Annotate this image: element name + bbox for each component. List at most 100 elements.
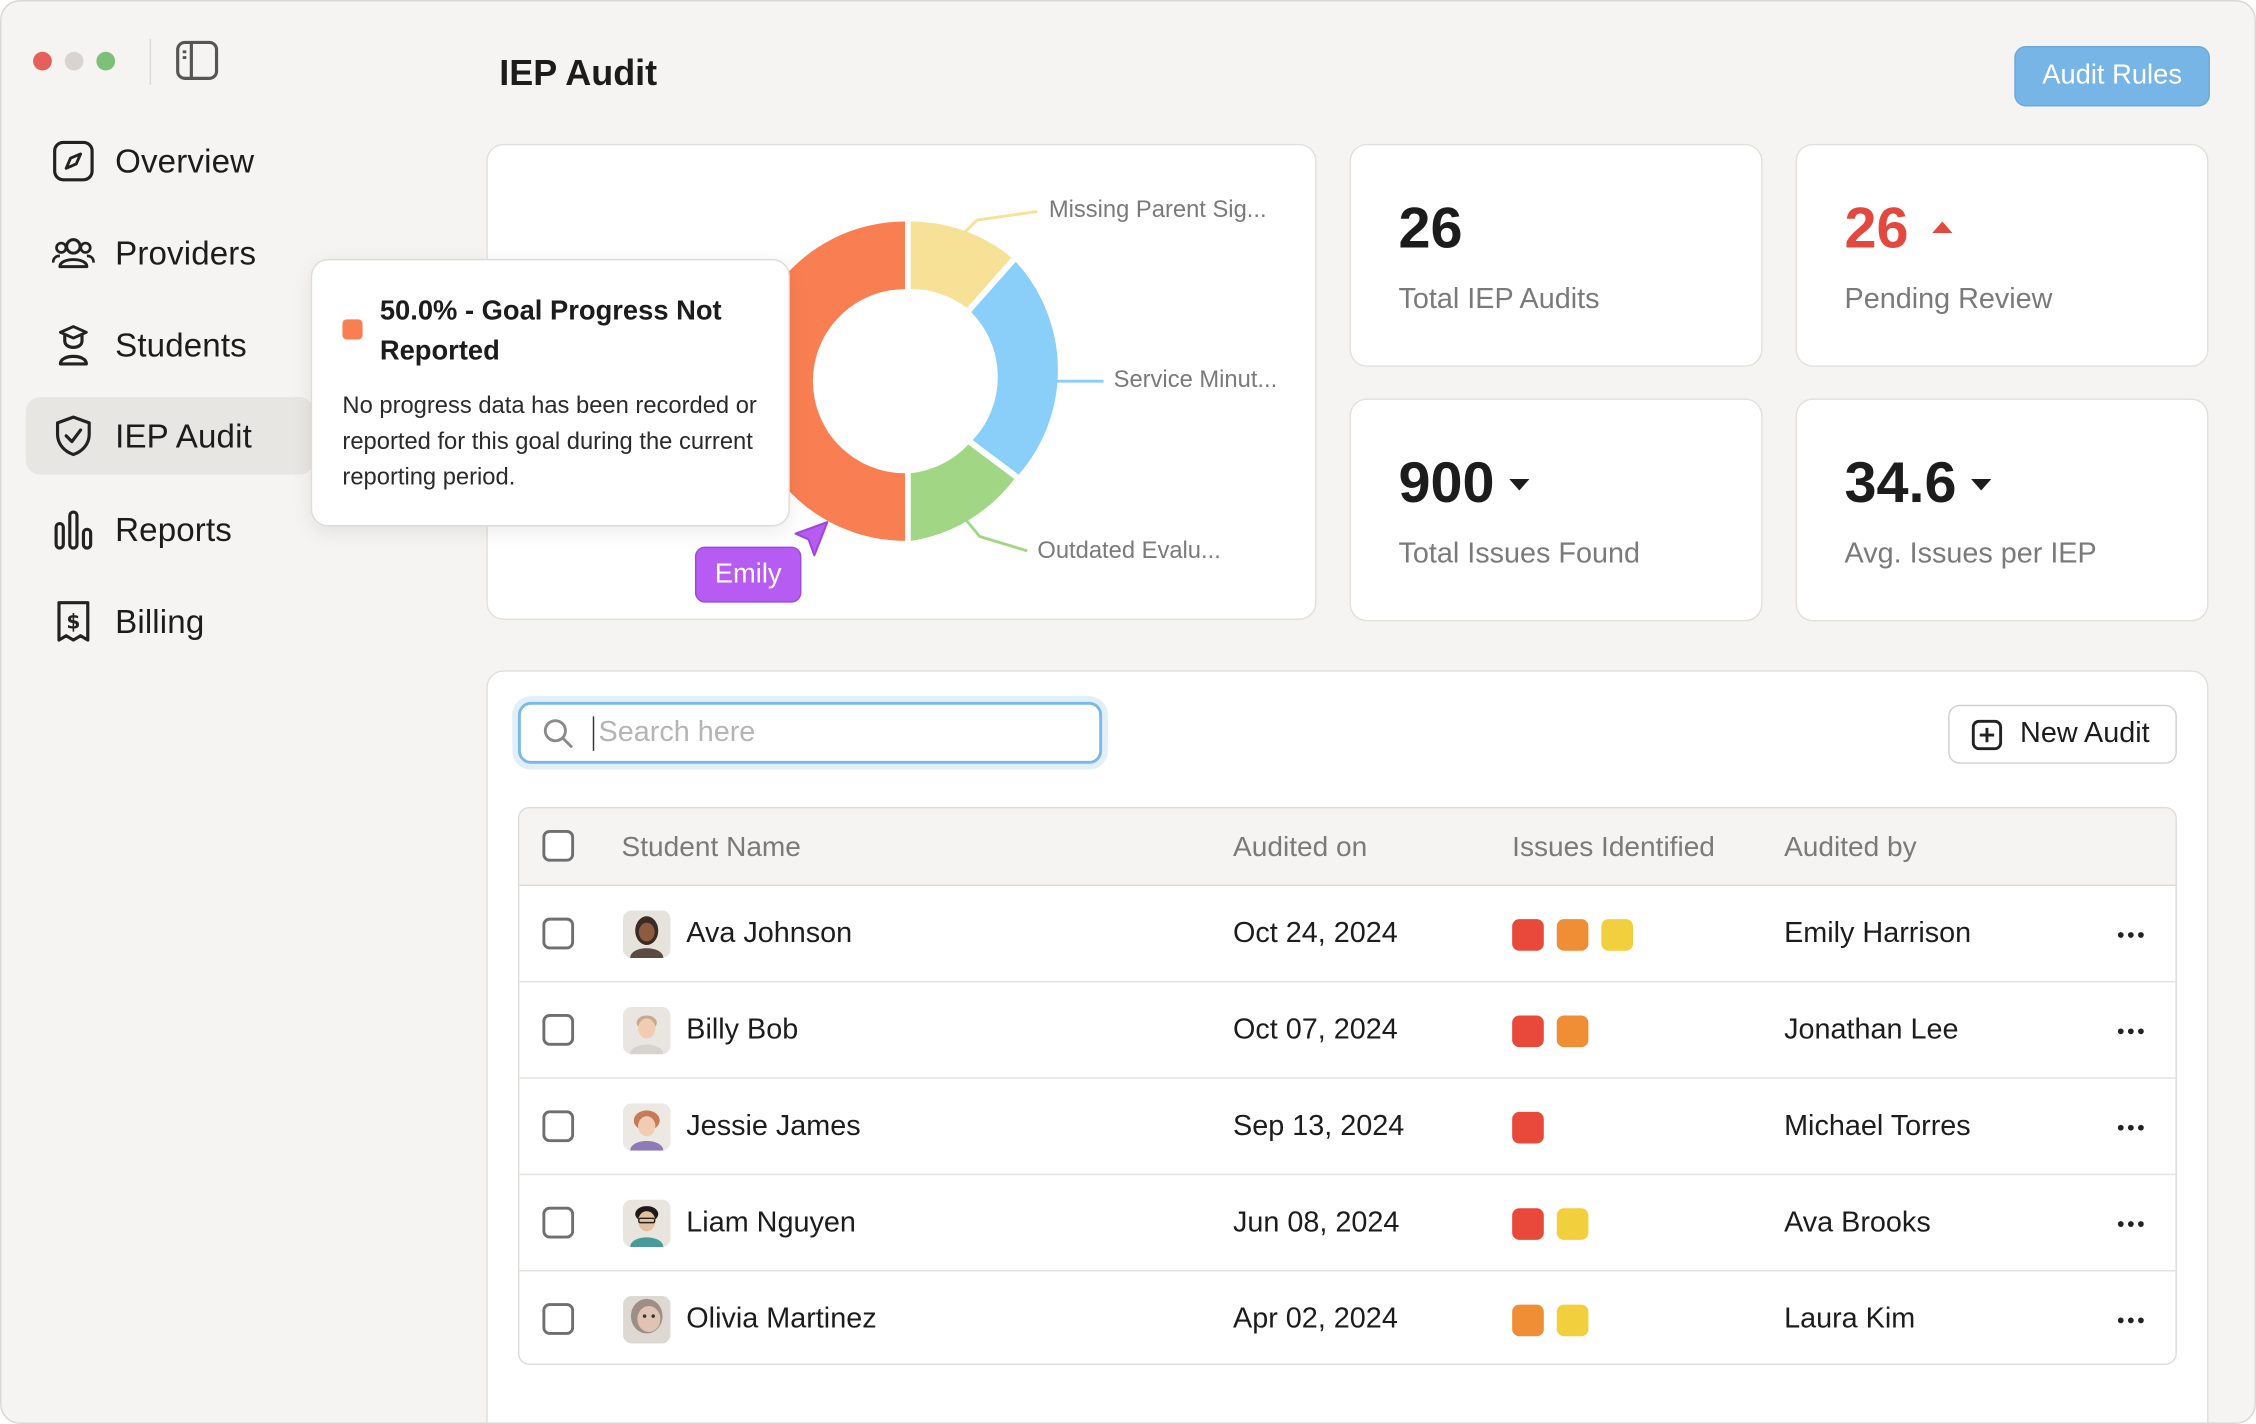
table-header: Student Name Audited on Issues Identifie… — [519, 808, 2176, 887]
column-header-issues[interactable]: Issues Identified — [1512, 831, 1715, 864]
row-checkbox[interactable] — [542, 1206, 575, 1239]
stat-card-total-issues: 900 Total Issues Found — [1349, 398, 1763, 622]
close-window-button[interactable] — [33, 51, 52, 71]
audit-rules-button[interactable]: Audit Rules — [2014, 46, 2210, 107]
tooltip-swatch — [342, 319, 363, 340]
avatar — [622, 1199, 671, 1248]
leader-line-outdated — [964, 518, 1028, 553]
donut-label-outdated: Outdated Evalu... — [1037, 537, 1221, 564]
search-icon — [543, 718, 573, 748]
tooltip-title: 50.0% - Goal Progress Not Reported — [379, 296, 722, 367]
avatar — [622, 1295, 671, 1344]
sidebar-item-label: Reports — [115, 509, 232, 548]
trend-down-icon — [1970, 478, 1992, 490]
table-row[interactable]: Liam Nguyen Jun 08, 2024 Ava Brooks — [519, 1175, 2176, 1272]
search-field[interactable] — [517, 701, 1103, 764]
bar-chart-icon — [52, 508, 95, 551]
sidebar-item-label: Providers — [115, 233, 257, 272]
more-options-icon[interactable] — [2114, 1210, 2149, 1239]
table-row[interactable]: Billy Bob Oct 07, 2024 Jonathan Lee — [519, 982, 2176, 1079]
minimize-window-button[interactable] — [64, 51, 84, 71]
audits-table: Student Name Audited on Issues Identifie… — [517, 806, 2177, 1366]
issues-indicators — [1512, 1208, 1601, 1240]
student-name: Jessie James — [686, 1110, 861, 1143]
sidebar-toggle-icon[interactable] — [176, 40, 219, 80]
avatar — [622, 910, 671, 958]
row-checkbox[interactable] — [542, 1110, 575, 1143]
stat-value: 34.6 — [1845, 452, 1992, 517]
select-all-checkbox[interactable] — [542, 829, 575, 862]
audited-on: Oct 07, 2024 — [1233, 1014, 1398, 1046]
issue-badge — [1556, 919, 1589, 951]
column-header-audited-by[interactable]: Audited by — [1784, 831, 1917, 864]
stat-value: 26 — [1398, 197, 1463, 261]
svg-text:$: $ — [66, 610, 80, 634]
issue-badge — [1512, 1111, 1544, 1144]
users-icon — [51, 232, 95, 275]
row-checkbox[interactable] — [542, 917, 575, 950]
donut-slice-service-minutes[interactable] — [971, 261, 1058, 475]
donut-label-missing: Missing Parent Sig... — [1048, 197, 1267, 223]
issue-badge — [1512, 919, 1544, 951]
issue-badge — [1556, 1208, 1589, 1240]
donut-label-service: Service Minut... — [1113, 366, 1278, 393]
stat-card-total-audits: 26 Total IEP Audits — [1349, 143, 1763, 367]
donut-slice-missing-parent-signature[interactable] — [910, 221, 1012, 308]
audited-by: Michael Torres — [1784, 1110, 1971, 1143]
stat-card-avg-issues: 34.6 Avg. Issues per IEP — [1795, 398, 2209, 622]
issue-badge — [1512, 1208, 1544, 1240]
issues-indicators — [1512, 1304, 1601, 1337]
text-caret — [592, 715, 595, 751]
issue-badge — [1512, 1015, 1544, 1048]
row-checkbox[interactable] — [542, 1014, 575, 1046]
student-name: Ava Johnson — [686, 917, 853, 950]
more-options-icon[interactable] — [2114, 1306, 2149, 1335]
table-row[interactable]: Olivia Martinez Apr 02, 2024 Laura Kim — [519, 1272, 2175, 1364]
sidebar-item-billing[interactable]: $ Billing — [26, 583, 314, 661]
column-header-audited-on[interactable]: Audited on — [1233, 831, 1368, 864]
zoom-window-button[interactable] — [96, 51, 116, 71]
avatar — [622, 1103, 671, 1151]
issue-badge — [1512, 1304, 1544, 1337]
audited-by: Laura Kim — [1784, 1303, 1916, 1335]
student-icon — [52, 324, 95, 367]
stat-card-pending-review: 26 Pending Review — [1795, 143, 2209, 367]
shield-check-icon — [52, 414, 95, 457]
stat-label: Total IEP Audits — [1398, 283, 1600, 316]
sidebar-item-label: Students — [115, 325, 247, 364]
trend-up-icon — [1931, 220, 1952, 233]
sidebar-item-iep-audit[interactable]: IEP Audit — [25, 396, 314, 475]
issue-badge — [1601, 919, 1634, 951]
stat-label: Pending Review — [1844, 283, 2053, 316]
issues-indicators — [1512, 919, 1646, 951]
donut-slice-outdated-evaluation[interactable] — [910, 444, 1015, 541]
more-options-icon[interactable] — [2114, 921, 2149, 950]
sidebar-item-reports[interactable]: Reports — [26, 490, 314, 568]
more-options-icon[interactable] — [2114, 1017, 2149, 1046]
stat-value: 900 — [1398, 452, 1530, 517]
stat-label: Avg. Issues per IEP — [1844, 537, 2097, 570]
sidebar-item-label: IEP Audit — [115, 416, 252, 454]
sidebar-item-students[interactable]: Students — [26, 306, 314, 384]
plus-square-icon — [1971, 719, 2003, 750]
table-row[interactable]: Ava Johnson Oct 24, 2024 Emily Harrison — [519, 886, 2176, 983]
stat-value: 26 — [1845, 197, 1952, 262]
chart-tooltip: 50.0% - Goal Progress Not Reported No pr… — [310, 258, 790, 527]
stat-label: Total Issues Found — [1398, 537, 1641, 570]
column-header-student-name[interactable]: Student Name — [621, 831, 801, 864]
new-audit-button[interactable]: New Audit — [1948, 704, 2177, 764]
row-checkbox[interactable] — [542, 1303, 575, 1335]
more-options-icon[interactable] — [2114, 1113, 2149, 1142]
page-title: IEP Audit — [499, 53, 658, 94]
sidebar-item-overview[interactable]: Overview — [26, 122, 314, 200]
audited-by: Jonathan Lee — [1784, 1014, 1959, 1046]
sidebar-item-providers[interactable]: Providers — [26, 214, 314, 292]
audited-on: Jun 08, 2024 — [1233, 1206, 1400, 1239]
table-row[interactable]: Jessie James Sep 13, 2024 Michael Torres — [519, 1079, 2176, 1176]
student-name: Olivia Martinez — [686, 1303, 877, 1335]
audited-by: Ava Brooks — [1784, 1206, 1931, 1239]
student-name: Liam Nguyen — [686, 1206, 856, 1239]
search-input[interactable] — [598, 716, 1059, 750]
audited-on: Oct 24, 2024 — [1233, 917, 1398, 950]
